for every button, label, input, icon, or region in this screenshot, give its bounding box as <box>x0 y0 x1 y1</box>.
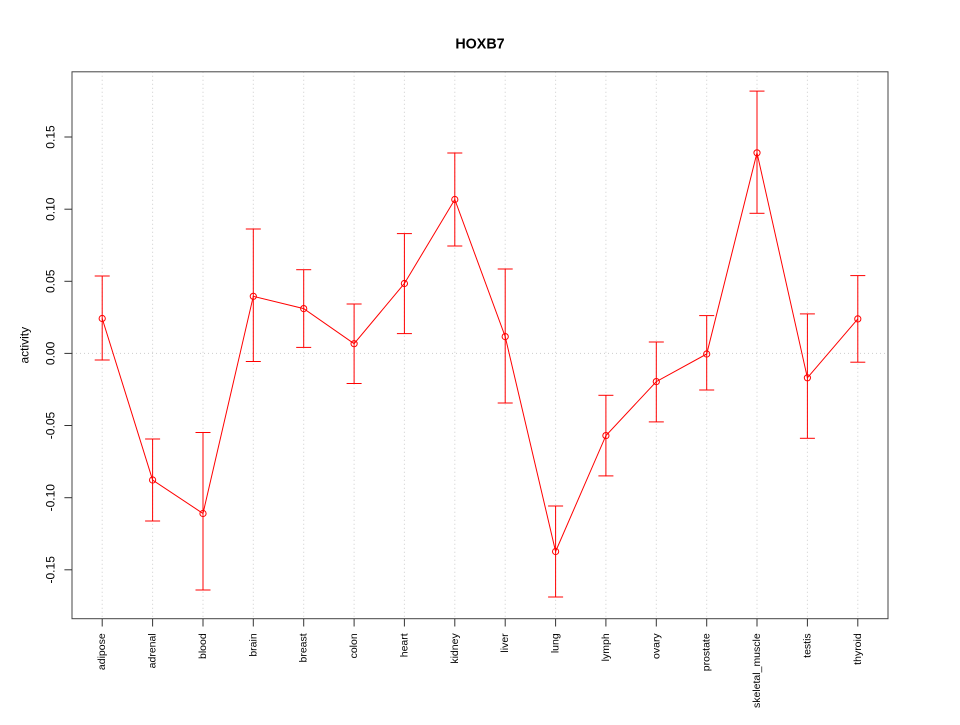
svg-text:HOXB7: HOXB7 <box>455 37 504 53</box>
svg-text:lung: lung <box>550 633 562 653</box>
svg-text:adipose: adipose <box>96 633 108 670</box>
svg-text:0.10: 0.10 <box>44 197 58 221</box>
svg-text:kidney: kidney <box>449 633 461 664</box>
svg-text:-0.15: -0.15 <box>44 556 58 584</box>
svg-text:liver: liver <box>499 633 511 653</box>
svg-text:prostate: prostate <box>701 633 713 671</box>
svg-text:-0.05: -0.05 <box>44 412 58 440</box>
svg-text:0.15: 0.15 <box>44 125 58 149</box>
svg-text:ovary: ovary <box>650 633 662 659</box>
svg-text:heart: heart <box>398 633 410 657</box>
svg-text:0.05: 0.05 <box>44 269 58 293</box>
svg-text:blood: blood <box>197 633 209 659</box>
svg-text:adrenal: adrenal <box>147 633 159 668</box>
svg-text:testis: testis <box>801 633 813 658</box>
svg-text:-0.10: -0.10 <box>44 484 58 512</box>
svg-text:lymph: lymph <box>600 633 612 661</box>
svg-text:colon: colon <box>348 633 360 658</box>
svg-text:thyroid: thyroid <box>852 633 864 665</box>
svg-text:brain: brain <box>247 633 259 657</box>
svg-text:breast: breast <box>298 633 310 662</box>
svg-text:activity: activity <box>17 327 31 364</box>
svg-text:0.00: 0.00 <box>44 341 58 365</box>
svg-text:skeletal_muscle: skeletal_muscle <box>751 633 763 708</box>
